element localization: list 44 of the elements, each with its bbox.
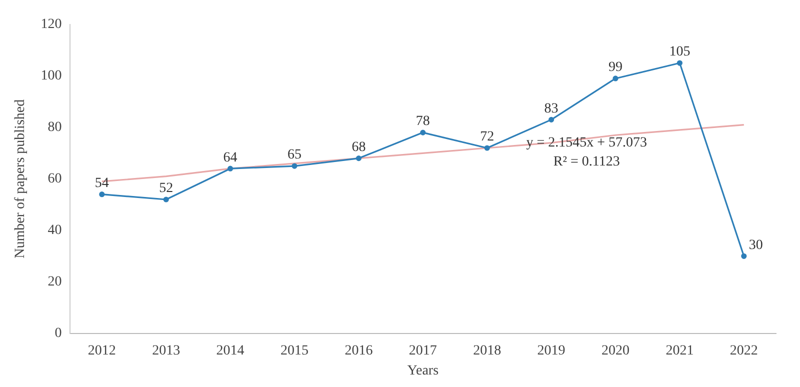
data-label: 65 bbox=[288, 148, 302, 163]
point bbox=[356, 156, 362, 162]
x-axis-title: Years bbox=[407, 363, 439, 378]
point bbox=[548, 116, 554, 122]
annotation: R² = 0.1123 bbox=[553, 154, 620, 170]
y-tick-label: 80 bbox=[48, 120, 62, 136]
data-label: 52 bbox=[159, 181, 174, 196]
point bbox=[292, 163, 298, 169]
x-tick-label: 2016 bbox=[344, 343, 373, 358]
x-tick-label: 2018 bbox=[473, 343, 502, 358]
data-label: 30 bbox=[748, 238, 763, 253]
data-label: 78 bbox=[416, 114, 430, 130]
point bbox=[612, 76, 618, 82]
x-tick-label: 2015 bbox=[280, 343, 308, 358]
data-label: 83 bbox=[544, 101, 558, 116]
annotation: y = 2.1545x + 57.073 bbox=[526, 136, 648, 151]
y-tick-label: 60 bbox=[48, 172, 62, 187]
point bbox=[99, 192, 105, 198]
point bbox=[420, 130, 426, 136]
x-tick-label: 2013 bbox=[152, 343, 180, 358]
x-tick-label: 2021 bbox=[666, 343, 694, 358]
point bbox=[163, 196, 169, 202]
data-label: 64 bbox=[223, 150, 238, 166]
data-label: 68 bbox=[352, 140, 366, 155]
y-tick-label: 0 bbox=[54, 326, 62, 342]
data-label: 54 bbox=[94, 176, 109, 192]
y-tick-label: 100 bbox=[40, 68, 62, 84]
point bbox=[228, 166, 234, 172]
point bbox=[741, 253, 747, 259]
x-tick-label: 2014 bbox=[216, 343, 244, 358]
y-tick-label: 40 bbox=[48, 223, 62, 238]
point bbox=[484, 145, 490, 151]
x-tick-label: 2012 bbox=[88, 343, 116, 358]
data-label: 72 bbox=[480, 130, 494, 145]
y-axis-title: Number of papers published bbox=[13, 99, 28, 258]
data-label: 105 bbox=[669, 44, 690, 60]
x-tick-label: 2017 bbox=[408, 343, 437, 358]
x-tick-label: 2022 bbox=[730, 343, 758, 358]
data-label: 99 bbox=[608, 60, 622, 76]
x-tick-label: 2019 bbox=[537, 343, 566, 358]
y-tick-label: 20 bbox=[48, 274, 62, 290]
point bbox=[676, 60, 682, 66]
x-tick-label: 2020 bbox=[602, 343, 630, 358]
y-tick-label: 120 bbox=[40, 17, 62, 32]
